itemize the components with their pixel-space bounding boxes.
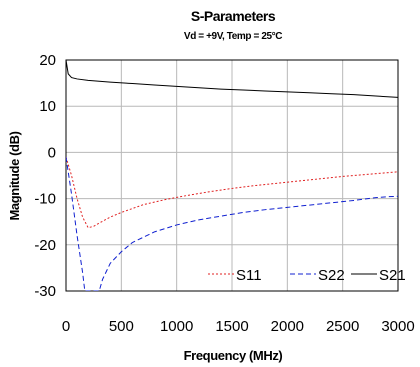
series-line-s21: [66, 60, 398, 98]
chart-title: S-Parameters: [191, 8, 276, 24]
legend: S11 S22 S21: [208, 267, 406, 284]
y-tick-label: 20: [39, 52, 56, 69]
legend-label-s11: S11: [236, 267, 262, 284]
series-line-s22: [66, 156, 398, 291]
y-tick-label: 0: [48, 144, 56, 161]
legend-label-s21: S21: [379, 267, 406, 284]
x-tick-label: 3000: [381, 318, 414, 335]
chart-subtitle: Vd = +9V, Temp = 25°C: [184, 31, 282, 42]
series-line-s11: [66, 156, 398, 229]
x-axis-label: Frequency (MHz): [184, 348, 283, 363]
y-tick-label: -20: [34, 237, 56, 254]
tick-labels: 0 500 1000 1500 2000 2500 3000 20 10 0 -10 -20 -30: [34, 52, 414, 335]
x-tick-label: 1500: [215, 318, 248, 335]
x-tick-label: 1000: [160, 318, 193, 335]
x-tick-label: 0: [62, 318, 70, 335]
y-tick-label: 10: [39, 98, 56, 115]
y-tick-label: -30: [34, 283, 56, 300]
x-tick-label: 500: [109, 318, 134, 335]
x-tick-label: 2500: [326, 318, 359, 335]
y-axis-label: Magnitude (dB): [7, 131, 22, 220]
y-tick-label: -10: [34, 191, 56, 208]
series-layer: [66, 60, 398, 291]
legend-label-s22: S22: [318, 267, 345, 284]
plot-frame: [65, 59, 399, 292]
x-tick-label: 2000: [271, 318, 304, 335]
